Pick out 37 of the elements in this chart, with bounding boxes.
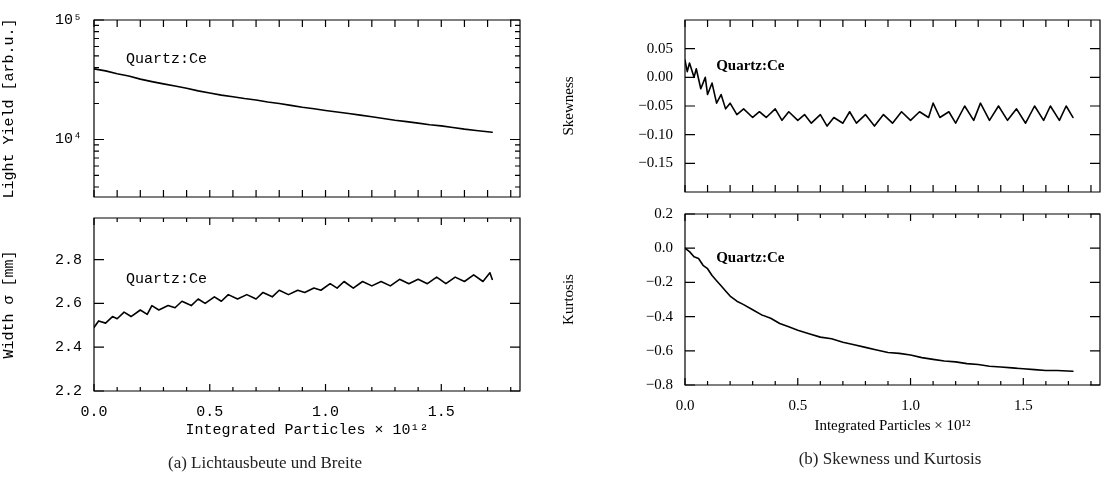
y-tick-label: 2.6	[54, 295, 82, 313]
series-label: Quartz:Ce	[125, 50, 207, 68]
text: (b) Skewness und Kurtosis	[797, 449, 983, 469]
x-tick-label: 0.0	[80, 403, 108, 421]
y-axis-title: Skewness	[559, 76, 576, 136]
y-tick-label: −0.8	[645, 375, 673, 392]
series-label: Quartz:Ce	[716, 249, 785, 266]
y-axis-title: Light Yield [arb.u.]	[0, 18, 18, 199]
series-label: Quartz:Ce	[716, 57, 785, 74]
x-tick-label: 0.0	[675, 396, 695, 413]
y-tick-label: −0.2	[645, 273, 673, 290]
x-axis-title: Integrated Particles × 10¹²	[814, 416, 972, 433]
y-tick-label: −0.4	[645, 307, 674, 324]
y-tick-label: 0.05	[646, 39, 673, 56]
x-tick-label: 1.5	[427, 403, 455, 421]
y-axis-title: Kurtosis	[559, 273, 576, 325]
y-tick-label: 2.2	[54, 382, 82, 400]
x-tick-label: 1.0	[901, 396, 920, 413]
y-tick-label: 2.4	[54, 339, 82, 357]
series-label: Quartz:Ce	[125, 270, 207, 288]
y-tick-label: 0.0	[654, 239, 673, 256]
y-tick-label: −0.10	[638, 125, 673, 142]
x-tick-label: 0.5	[788, 396, 808, 413]
x-tick-label: 0.5	[196, 403, 224, 421]
y-tick-label: −0.05	[638, 96, 673, 113]
x-axis-title: Integrated Particles × 10¹²	[185, 421, 429, 439]
y-tick-label: 0.2	[654, 204, 673, 221]
y-tick-label: 10⁴	[54, 131, 82, 149]
x-tick-label: 1.5	[1013, 396, 1033, 413]
y-axis-title: Width σ [mm]	[0, 250, 18, 359]
y-tick-label: 2.8	[54, 251, 82, 269]
y-tick-label: −0.6	[645, 341, 674, 358]
y-tick-label: −0.15	[638, 154, 673, 171]
x-tick-label: 1.0	[312, 403, 340, 421]
text: (a) Lichtausbeute und Breite	[167, 453, 363, 473]
y-tick-label: 0.00	[646, 68, 673, 85]
y-tick-label: 10⁵	[54, 11, 82, 29]
